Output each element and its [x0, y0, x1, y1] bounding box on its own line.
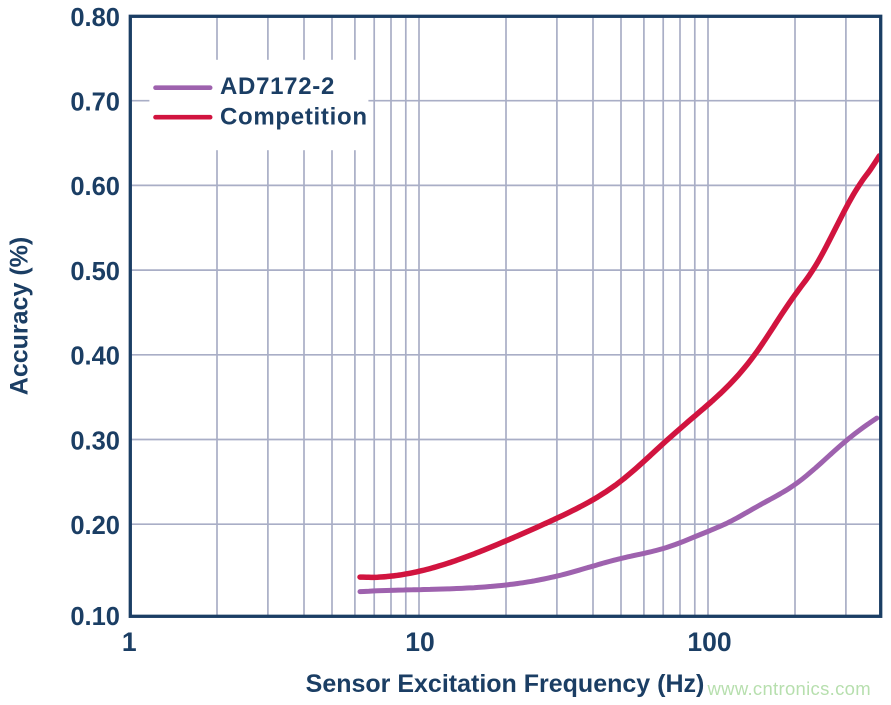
- svg-text:Sensor Excitation Frequency (H: Sensor Excitation Frequency (Hz): [306, 670, 705, 698]
- svg-text:www.cntronics.com: www.cntronics.com: [707, 678, 871, 699]
- svg-text:0.80: 0.80: [70, 4, 120, 32]
- svg-text:0.20: 0.20: [70, 512, 120, 540]
- svg-text:0.70: 0.70: [70, 89, 120, 117]
- svg-text:0.50: 0.50: [70, 258, 120, 286]
- svg-text:0.10: 0.10: [70, 603, 120, 631]
- svg-text:0.30: 0.30: [70, 427, 120, 455]
- svg-text:10: 10: [405, 627, 434, 657]
- svg-text:100: 100: [687, 627, 731, 657]
- svg-text:AD7172-2: AD7172-2: [220, 73, 335, 100]
- svg-text:Accuracy (%): Accuracy (%): [5, 237, 33, 395]
- svg-text:0.60: 0.60: [70, 173, 120, 201]
- svg-text:1: 1: [122, 627, 137, 657]
- svg-text:0.40: 0.40: [70, 343, 120, 371]
- svg-text:Competition: Competition: [220, 104, 368, 131]
